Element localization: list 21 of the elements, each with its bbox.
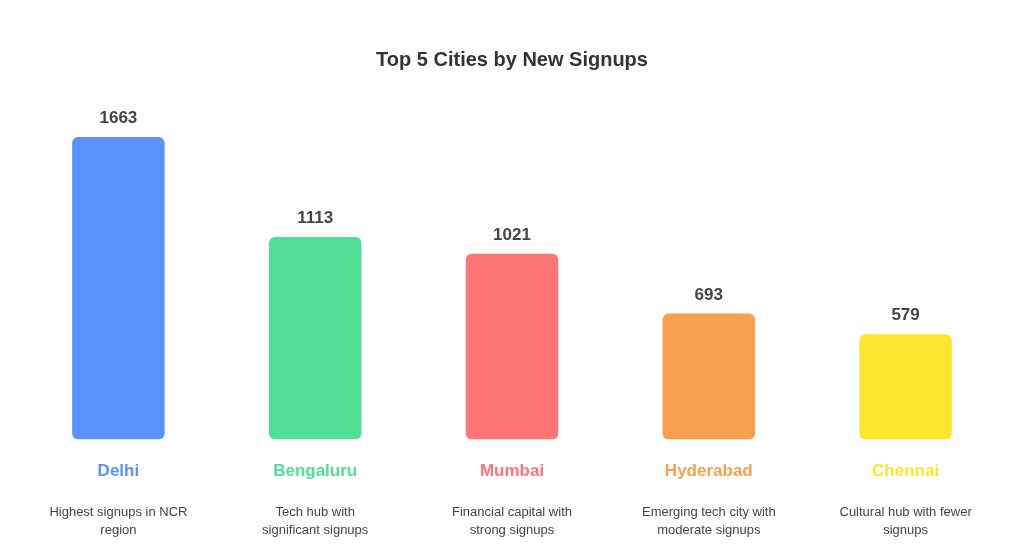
x-tick-label: Delhi bbox=[97, 461, 140, 481]
bar bbox=[268, 237, 362, 440]
data-label: 579 bbox=[891, 305, 920, 325]
data-label: 1113 bbox=[297, 208, 334, 228]
bar bbox=[859, 334, 952, 440]
x-tick-label: Hyderabad bbox=[664, 461, 753, 481]
x-tick-label: Bengaluru bbox=[273, 461, 358, 481]
chart-title: Top 5 Cities by New Signups bbox=[376, 47, 648, 70]
text: Cultural hub with fewer signups bbox=[839, 504, 973, 538]
bar bbox=[72, 136, 165, 440]
bar bbox=[662, 313, 756, 440]
data-label: 1663 bbox=[99, 108, 138, 128]
data-label: 693 bbox=[694, 284, 723, 304]
x-tick-label: Mumbai bbox=[479, 461, 545, 481]
x-tick-label: Chennai bbox=[872, 461, 940, 481]
bar bbox=[465, 253, 559, 440]
text: Tech hub with significant signups bbox=[262, 504, 369, 538]
text: Highest signups in NCR region bbox=[49, 504, 188, 538]
data-label: 1021 bbox=[493, 224, 531, 244]
text: Financial capital with strong signups bbox=[452, 504, 572, 538]
text: Emerging tech city with moderate signups bbox=[641, 504, 776, 538]
